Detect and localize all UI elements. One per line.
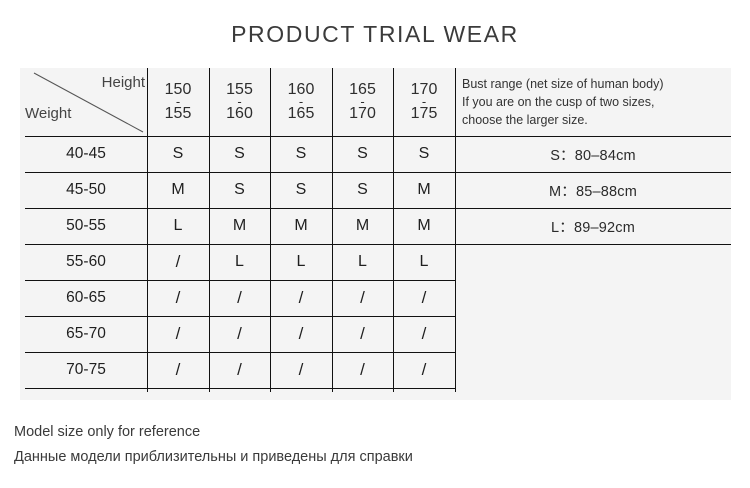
diagonal-divider-icon <box>33 72 144 133</box>
height-from: 160 <box>287 81 315 99</box>
header-label-height: Height <box>101 74 145 91</box>
bust-range-note: Bust range (net size of human body) If y… <box>462 76 724 129</box>
rule-bust-2 <box>456 208 731 209</box>
size-cell-r0c4: S <box>418 145 430 162</box>
size-cell-r2c2: M <box>294 217 308 234</box>
vrule-col-5 <box>455 68 456 392</box>
size-cell-r5c4: / <box>421 324 427 343</box>
size-cell-r6c2: / <box>298 360 304 379</box>
header-height-col-3: 165 - 170 <box>332 68 393 136</box>
size-cell-r4c3: / <box>360 288 365 307</box>
bust-note-line-2: If you are on the cusp of two sizes, <box>462 94 655 109</box>
header-height-col-0: 150 - 155 <box>147 68 209 136</box>
size-cell-r6c1: / <box>237 360 242 379</box>
height-from: 155 <box>226 81 253 99</box>
size-cell-r5c0: / <box>175 324 181 343</box>
footer-line-russian: Данные модели приблизительны и приведены… <box>14 448 413 465</box>
height-dash: - <box>175 93 181 109</box>
height-from: 165 <box>349 81 376 99</box>
bust-note-line-3: choose the larger size. <box>462 112 588 127</box>
header-label-weight: Weight <box>25 105 72 122</box>
size-cell-r4c4: / <box>421 288 427 307</box>
vrule-col-4 <box>393 68 394 392</box>
size-cell-r3c4: L <box>419 253 429 270</box>
rule-row-6 <box>25 352 455 353</box>
rule-row-3 <box>25 244 455 245</box>
weight-label-row-0: 40-45 <box>66 145 106 162</box>
size-cell-r3c2: L <box>296 253 306 270</box>
size-cell-r3c0: / <box>175 252 181 271</box>
size-cell-r2c4: M <box>417 217 431 234</box>
height-to: 170 <box>349 104 376 122</box>
rule-bust-1 <box>456 172 731 173</box>
bust-range-small: S：80–84cm <box>550 147 636 164</box>
vrule-col-3 <box>332 68 333 392</box>
size-cell-r1c3: S <box>357 181 368 198</box>
size-cell-r4c2: / <box>298 288 304 307</box>
header-corner-cell: Height Weight <box>25 68 147 136</box>
size-cell-r4c1: / <box>237 288 242 307</box>
table-grid-lines <box>20 68 731 400</box>
header-height-col-2: 160 - 165 <box>270 68 332 136</box>
height-to: 155 <box>164 104 192 122</box>
header-height-col-1: 155 - 160 <box>209 68 270 136</box>
size-cell-r3c1: L <box>235 253 244 270</box>
height-to: 175 <box>410 104 438 122</box>
weight-label-row-5: 65-70 <box>66 325 106 342</box>
size-cell-r5c3: / <box>360 324 365 343</box>
size-chart-table: Height Weight 150 - 155 155 - 160 160 - … <box>20 68 731 400</box>
size-cell-r5c2: / <box>298 324 304 343</box>
size-cell-r6c4: / <box>421 360 427 379</box>
size-cell-r6c3: / <box>360 360 365 379</box>
size-cell-r2c0: L <box>173 217 183 234</box>
size-cell-r6c0: / <box>175 360 181 379</box>
size-cell-r1c2: S <box>295 181 307 198</box>
size-cell-r2c1: M <box>232 217 247 234</box>
weight-label-row-3: 55-60 <box>66 253 106 270</box>
size-cell-r0c1: S <box>234 145 245 162</box>
height-from: 170 <box>410 81 438 99</box>
bust-range-medium: M：85–88cm <box>548 183 638 200</box>
rule-header-bottom <box>25 136 731 137</box>
page-title: PRODUCT TRIAL WEAR <box>231 21 519 47</box>
bust-range-large: L：89–92cm <box>550 219 635 236</box>
rule-row-2 <box>25 208 455 209</box>
height-to: 165 <box>287 104 315 122</box>
vrule-col-0 <box>147 68 148 392</box>
size-cell-r3c3: L <box>358 253 367 270</box>
height-dash: - <box>237 93 242 109</box>
height-dash: - <box>421 93 427 109</box>
size-cell-r1c4: M <box>417 181 431 198</box>
header-height-col-4: 170 - 175 <box>393 68 455 136</box>
weight-label-row-1: 45-50 <box>66 181 106 198</box>
size-cell-r0c2: S <box>295 145 307 162</box>
vrule-col-2 <box>270 68 271 392</box>
size-cell-r5c1: / <box>237 324 242 343</box>
height-to: 160 <box>226 104 253 122</box>
rule-row-4 <box>25 280 455 281</box>
size-cell-r0c0: S <box>172 145 184 162</box>
size-cell-r4c0: / <box>175 288 181 307</box>
rule-bust-3 <box>456 244 731 245</box>
size-cell-r1c0: M <box>171 181 185 198</box>
rule-row-5 <box>25 316 455 317</box>
weight-label-row-6: 70-75 <box>66 361 106 378</box>
height-dash: - <box>360 93 365 109</box>
footer-line-english: Model size only for reference <box>14 424 201 440</box>
weight-label-row-4: 60-65 <box>66 289 106 306</box>
rule-row-1 <box>25 172 455 173</box>
size-cell-r1c1: S <box>234 181 245 198</box>
footer-disclaimer: Model size only for reference Данные мод… <box>14 420 734 470</box>
weight-label-row-2: 50-55 <box>66 217 106 234</box>
height-from: 150 <box>164 81 192 99</box>
size-cell-r2c3: M <box>355 217 370 234</box>
bust-note-line-1: Bust range (net size of human body) <box>462 77 664 91</box>
size-cell-r0c3: S <box>357 145 368 162</box>
rule-row-7 <box>25 388 455 389</box>
height-dash: - <box>298 93 304 109</box>
vrule-col-1 <box>209 68 210 392</box>
